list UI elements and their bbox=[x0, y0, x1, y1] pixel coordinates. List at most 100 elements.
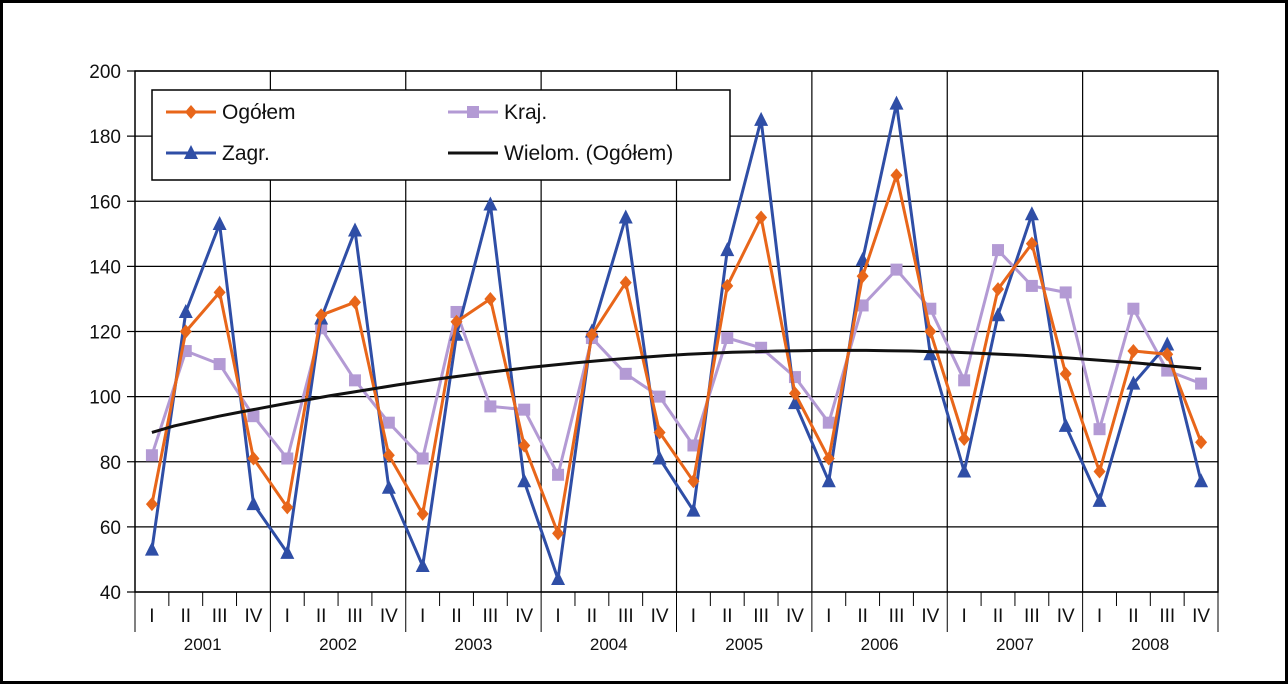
series-2-point bbox=[889, 95, 904, 110]
series-0-point bbox=[1161, 347, 1174, 362]
series-2-point bbox=[720, 242, 735, 257]
series-1-point bbox=[992, 244, 1005, 257]
series-2-point bbox=[144, 541, 159, 556]
series-0-line bbox=[150, 173, 1203, 535]
series-2-point bbox=[686, 502, 701, 517]
series-2-point bbox=[1160, 336, 1175, 351]
x-quarter-label: II bbox=[722, 606, 733, 627]
x-quarter-label: I bbox=[555, 606, 560, 627]
x-quarter-label: III bbox=[889, 606, 905, 627]
series-0-point bbox=[1127, 344, 1140, 359]
y-tick-label-180: 180 bbox=[89, 127, 121, 148]
x-year-label-2008: 2008 bbox=[1131, 635, 1169, 654]
y-tick-label-200: 200 bbox=[89, 62, 121, 83]
series-1-point bbox=[687, 439, 700, 452]
legend-box bbox=[151, 89, 731, 181]
x-quarter-label: IV bbox=[1192, 606, 1210, 627]
series-0-point bbox=[924, 324, 937, 339]
series-2-point bbox=[1126, 375, 1141, 390]
x-quarter-label: IV bbox=[380, 606, 398, 627]
series-1-point bbox=[958, 374, 971, 387]
series-0-point bbox=[585, 327, 598, 342]
series-1-point bbox=[619, 367, 632, 380]
x-quarter-label: IV bbox=[244, 606, 262, 627]
x-quarter-label: III bbox=[1159, 606, 1175, 627]
x-quarter-label: III bbox=[212, 606, 228, 627]
series-1-point bbox=[348, 374, 361, 387]
series-1-point bbox=[1059, 286, 1072, 299]
series-2-point bbox=[347, 222, 362, 237]
series-1-point bbox=[1161, 364, 1174, 377]
series-2-point bbox=[1092, 492, 1107, 507]
x-year-label-2005: 2005 bbox=[725, 635, 763, 654]
legend-swatch-marker-0 bbox=[185, 105, 197, 119]
series-1-point bbox=[213, 358, 226, 371]
series-1-point bbox=[552, 468, 565, 481]
x-year-label-2006: 2006 bbox=[861, 635, 899, 654]
x-quarter-label: III bbox=[347, 606, 363, 627]
y-tick-label-100: 100 bbox=[89, 388, 121, 409]
series-1-point bbox=[484, 400, 497, 413]
legend-label-1: Kraj. bbox=[504, 101, 547, 124]
x-quarter-label: II bbox=[587, 606, 598, 627]
y-tick-label-140: 140 bbox=[89, 257, 121, 278]
series-0-point bbox=[755, 210, 768, 225]
series-2-point bbox=[1024, 206, 1039, 221]
series-2-point bbox=[212, 216, 227, 231]
series-1-point bbox=[518, 403, 531, 416]
series-0-point bbox=[890, 168, 903, 183]
x-quarter-label: I bbox=[826, 606, 831, 627]
y-tick-label-60: 60 bbox=[100, 518, 121, 539]
legend-swatch-marker-2 bbox=[184, 145, 198, 159]
series-0-point bbox=[721, 278, 734, 293]
series-0-point bbox=[1025, 236, 1038, 251]
series-2-point bbox=[415, 557, 430, 572]
series-0-point bbox=[788, 386, 801, 401]
series-2-point bbox=[618, 209, 633, 224]
series-2-point bbox=[923, 346, 938, 361]
series-0-point bbox=[247, 451, 260, 466]
series-1-point bbox=[247, 410, 260, 423]
series-2-point bbox=[957, 463, 972, 478]
x-quarter-label: II bbox=[993, 606, 1004, 627]
series-0-point bbox=[1195, 435, 1208, 450]
series-0-point bbox=[619, 275, 632, 290]
series-2-point bbox=[787, 395, 802, 410]
series-1-point bbox=[856, 299, 869, 312]
x-quarter-label: I bbox=[420, 606, 425, 627]
series-0-point bbox=[416, 506, 429, 521]
x-year-label-2003: 2003 bbox=[455, 635, 493, 654]
series-0-point bbox=[1093, 464, 1106, 479]
series-2-line bbox=[150, 102, 1203, 581]
series-0-point bbox=[145, 497, 158, 512]
series-1-point bbox=[1025, 279, 1038, 292]
series-2-point bbox=[991, 307, 1006, 322]
series-0-point bbox=[958, 431, 971, 446]
series-0-point bbox=[552, 526, 565, 541]
series-2-point bbox=[517, 473, 532, 488]
x-year-label-2001: 2001 bbox=[184, 635, 222, 654]
series-0-point bbox=[687, 474, 700, 489]
x-quarter-label: I bbox=[285, 606, 290, 627]
x-quarter-label: IV bbox=[786, 606, 804, 627]
series-0-point bbox=[484, 291, 497, 306]
legend-label-3: Wielom. (Ogółem) bbox=[504, 142, 673, 165]
series-2-point bbox=[551, 570, 566, 585]
series-0-point bbox=[348, 295, 361, 310]
series-0-point bbox=[822, 451, 835, 466]
series-0-point bbox=[450, 314, 463, 329]
series-2-point bbox=[1194, 473, 1209, 488]
series-0-point bbox=[992, 282, 1005, 297]
series-1-point bbox=[822, 416, 835, 429]
series-0-point bbox=[653, 425, 666, 440]
x-quarter-label: III bbox=[618, 606, 634, 627]
series-0-point bbox=[213, 285, 226, 300]
series-2-point bbox=[652, 450, 667, 465]
x-quarter-label: I bbox=[691, 606, 696, 627]
series-0-point bbox=[856, 269, 869, 284]
series-1-point bbox=[281, 452, 294, 465]
x-quarter-label: II bbox=[180, 606, 191, 627]
legend-label-2: Zagr. bbox=[222, 142, 270, 165]
